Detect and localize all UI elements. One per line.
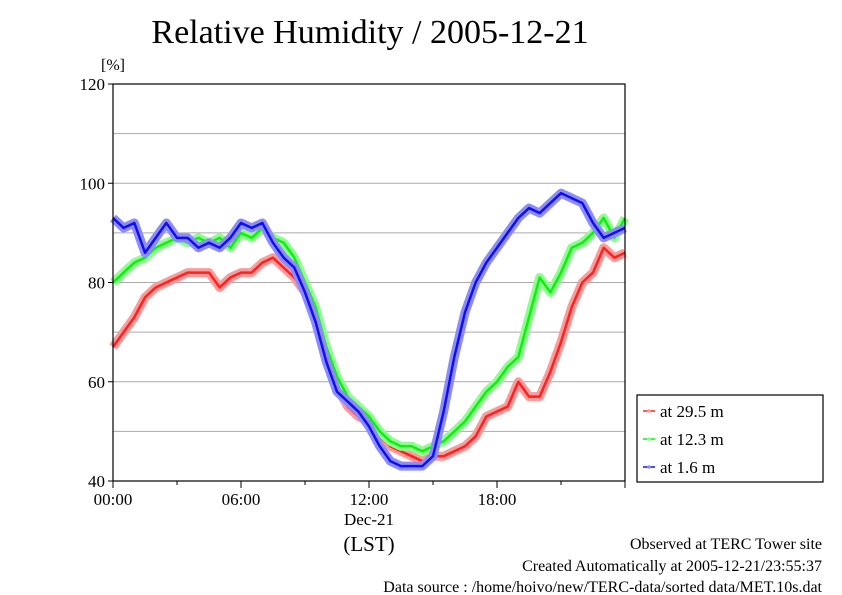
legend-box <box>636 394 824 483</box>
x-tick-label: 06:00 <box>222 490 261 509</box>
legend-marker <box>647 409 651 413</box>
legend-label: at 12.3 m <box>660 430 724 449</box>
series-line-1 <box>112 216 627 453</box>
series-line-2 <box>112 191 626 468</box>
legend-label: at 29.5 m <box>660 402 724 421</box>
legend-label: at 1.6 m <box>660 458 715 477</box>
y-tick-label: 40 <box>88 472 105 491</box>
chart-title: Relative Humidity / 2005-12-21 <box>151 14 589 51</box>
y-tick-label: 100 <box>80 174 106 193</box>
legend-marker <box>647 437 651 441</box>
y-axis-label: [%] <box>101 57 125 74</box>
date-label: Dec-21 <box>344 510 394 529</box>
x-tick-label: 00:00 <box>94 490 133 509</box>
footer-site: Observed at TERC Tower site <box>629 536 822 553</box>
footer-source: Data source : /home/hoivo/new/TERC-data/… <box>383 579 822 595</box>
y-tick-label: 60 <box>88 373 105 392</box>
legend-marker <box>647 465 651 469</box>
y-tick-label: 120 <box>80 75 106 94</box>
x-tick-label: 12:00 <box>350 490 389 509</box>
x-tick-label: 18:00 <box>478 490 517 509</box>
footer-created: Created Automatically at 2005-12-21/23:5… <box>522 558 822 575</box>
x-axis-label: (LST) <box>343 532 394 556</box>
y-tick-label: 80 <box>88 274 105 293</box>
